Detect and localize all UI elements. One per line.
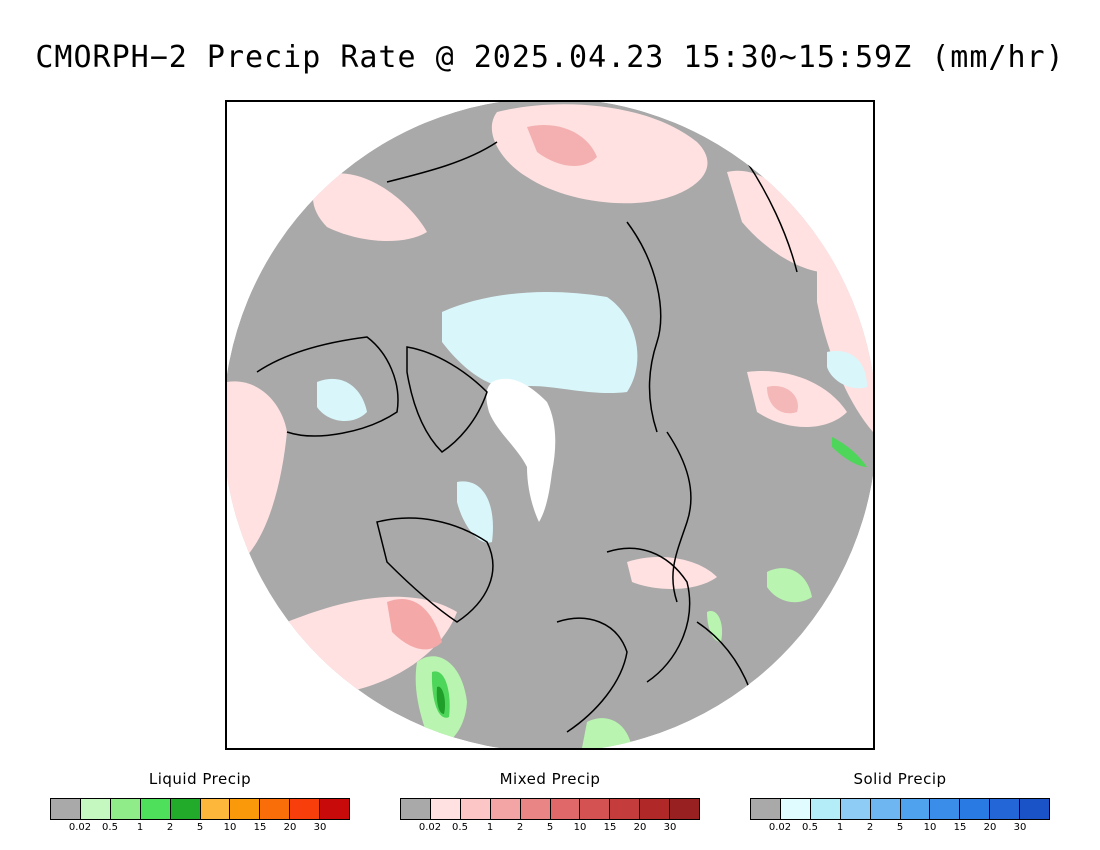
color-swatch <box>170 799 201 819</box>
tick-label: 5 <box>896 822 904 833</box>
color-swatch <box>1020 799 1050 819</box>
color-swatch <box>80 799 111 819</box>
color-swatch <box>520 799 551 819</box>
tick-label: 20 <box>983 822 997 833</box>
solid-precip-area <box>442 292 638 394</box>
color-swatch <box>670 799 700 819</box>
color-swatch <box>900 799 931 819</box>
mixed-precip-area <box>312 173 427 242</box>
tick-label: 15 <box>253 822 267 833</box>
color-swatch <box>230 799 261 819</box>
ice-cap-area <box>486 378 556 522</box>
tick-label: 30 <box>663 822 677 833</box>
color-swatch <box>140 799 171 819</box>
liquid-precip-area <box>582 718 632 748</box>
tick-label: 20 <box>633 822 647 833</box>
mixed-precip-area <box>627 557 717 589</box>
color-swatch <box>200 799 231 819</box>
color-swatch <box>430 799 461 819</box>
color-swatch <box>550 799 581 819</box>
tick-label: 2 <box>166 822 174 833</box>
color-swatch <box>110 799 141 819</box>
tick-label: 10 <box>573 822 587 833</box>
tick-label: 30 <box>1013 822 1027 833</box>
color-swatch <box>810 799 841 819</box>
tick-label: 0.02 <box>768 822 792 833</box>
mixed-precip-area <box>227 381 287 572</box>
tick-label: 0.5 <box>802 822 818 833</box>
color-swatch <box>990 799 1021 819</box>
tick-label: 15 <box>953 822 967 833</box>
color-swatch <box>320 799 350 819</box>
tick-label: 0.02 <box>68 822 92 833</box>
legend-solid-precip: Solid Precip 0.02 0.5 1 2 5 10 15 20 30 <box>750 770 1050 836</box>
tick-label: 0.5 <box>102 822 118 833</box>
tick-label: 15 <box>603 822 617 833</box>
tick-label: 5 <box>196 822 204 833</box>
tick-label: 10 <box>923 822 937 833</box>
liquid-precip-area <box>707 611 723 642</box>
mixed-precip-area <box>747 371 847 427</box>
legend-liquid-precip: Liquid Precip 0.02 0.5 1 2 5 10 15 20 30 <box>50 770 350 836</box>
tick-label: 10 <box>223 822 237 833</box>
color-swatch <box>290 799 321 819</box>
color-swatch <box>260 799 291 819</box>
legend-title: Liquid Precip <box>148 770 252 788</box>
color-swatch <box>51 799 81 819</box>
tick-label: 20 <box>283 822 297 833</box>
liquid-precip-area <box>767 568 812 603</box>
polar-precip-map <box>225 100 875 750</box>
legend-title: Solid Precip <box>853 770 947 788</box>
color-swatch <box>490 799 521 819</box>
solid-precip-area <box>317 378 367 422</box>
legend-title: Mixed Precip <box>499 770 601 788</box>
mixed-precip-area <box>527 125 597 167</box>
tick-labels: 0.02 0.5 1 2 5 10 15 20 30 <box>750 822 1050 836</box>
tick-label: 1 <box>836 822 844 833</box>
color-swatch <box>960 799 991 819</box>
color-swatch <box>780 799 811 819</box>
map-canvas <box>227 102 873 748</box>
color-swatch <box>401 799 431 819</box>
color-swatch <box>840 799 871 819</box>
mixed-precip-area <box>767 386 798 414</box>
solid-precip-area <box>457 481 493 543</box>
mixed-precip-area <box>727 170 837 273</box>
solid-precip-area <box>827 351 867 389</box>
color-swatch <box>930 799 961 819</box>
tick-label: 2 <box>516 822 524 833</box>
legend-mixed-precip: Mixed Precip 0.02 0.5 1 2 5 10 15 20 30 <box>400 770 700 836</box>
tick-labels: 0.02 0.5 1 2 5 10 15 20 30 <box>400 822 700 836</box>
tick-label: 5 <box>546 822 554 833</box>
color-swatch <box>870 799 901 819</box>
color-scale <box>400 798 700 820</box>
tick-label: 0.5 <box>452 822 468 833</box>
map-title: CMORPH−2 Precip Rate @ 2025.04.23 15:30~… <box>35 40 1065 75</box>
color-scale <box>50 798 350 820</box>
tick-label: 2 <box>866 822 874 833</box>
color-scale <box>750 798 1050 820</box>
liquid-precip-area <box>832 437 867 467</box>
color-swatch <box>751 799 781 819</box>
tick-labels: 0.02 0.5 1 2 5 10 15 20 30 <box>50 822 350 836</box>
liquid-precip-area <box>436 686 446 714</box>
tick-label: 1 <box>136 822 144 833</box>
mixed-precip-area <box>387 598 442 650</box>
tick-label: 30 <box>313 822 327 833</box>
coastlines <box>256 141 798 733</box>
tick-label: 0.02 <box>418 822 442 833</box>
color-swatch <box>580 799 611 819</box>
color-swatch <box>640 799 671 819</box>
color-swatch <box>460 799 491 819</box>
tick-label: 1 <box>486 822 494 833</box>
color-swatch <box>610 799 641 819</box>
